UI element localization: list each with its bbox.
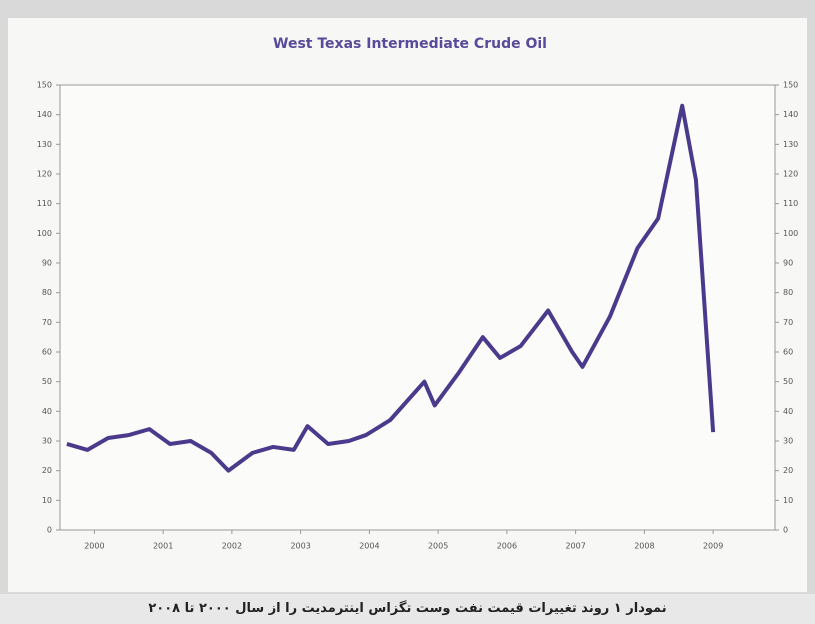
y-tick-label: 30 [42,437,52,446]
x-tick-label: 2007 [565,542,585,551]
caption: نمودار ۱ روند تغییرات قیمت نفت وست تگزاس… [0,594,815,624]
y2-tick-label: 0 [783,526,788,535]
y-tick-label: 100 [37,229,52,238]
y2-tick-label: 120 [783,170,798,179]
y-tick-label: 90 [42,259,52,268]
y2-tick-label: 40 [783,407,793,416]
y-tick-label: 120 [37,170,52,179]
y2-tick-label: 70 [783,318,793,327]
y2-tick-label: 150 [783,81,798,90]
y-tick-label: 20 [42,466,52,475]
y-tick-label: 130 [37,140,52,149]
y2-tick-label: 140 [783,110,798,119]
y2-tick-label: 60 [783,348,793,357]
y-tick-label: 60 [42,348,52,357]
x-tick-label: 2000 [84,542,104,551]
y2-tick-label: 10 [783,496,793,505]
y-tick-label: 150 [37,81,52,90]
y2-tick-label: 100 [783,229,798,238]
y2-tick-label: 110 [783,199,798,208]
chart-title: West Texas Intermediate Crude Oil [273,36,547,52]
chart: West Texas Intermediate Crude Oil 0 0 10 10… [8,18,807,592]
y-tick-label: 40 [42,407,52,416]
y-tick-label: 140 [37,110,52,119]
line [66,103,716,473]
y-tick-label: 0 [47,526,52,535]
y2-tick-label: 90 [783,259,793,268]
y2-tick-label: 50 [783,377,793,386]
y2-tick-label: 130 [783,140,798,149]
x-tick-label: 2008 [634,542,654,551]
y-tick-label: 80 [42,288,52,297]
x-tick-label: 2001 [153,542,173,551]
y-tick-label: 110 [37,199,52,208]
x-tick-label: 2002 [222,542,242,551]
plot-area [59,84,776,531]
x-tick-label: 2004 [359,542,379,551]
x-tick-label: 2009 [703,542,723,551]
y-tick-label: 50 [42,377,52,386]
y-tick-label: 10 [42,496,52,505]
x-tick-label: 2003 [290,542,310,551]
y2-tick-label: 20 [783,466,793,475]
x-tick-label: 2006 [497,542,517,551]
x-tick-label: 2005 [428,542,448,551]
y2-tick-label: 80 [783,288,793,297]
y2-tick-label: 30 [783,437,793,446]
y-tick-label: 70 [42,318,52,327]
